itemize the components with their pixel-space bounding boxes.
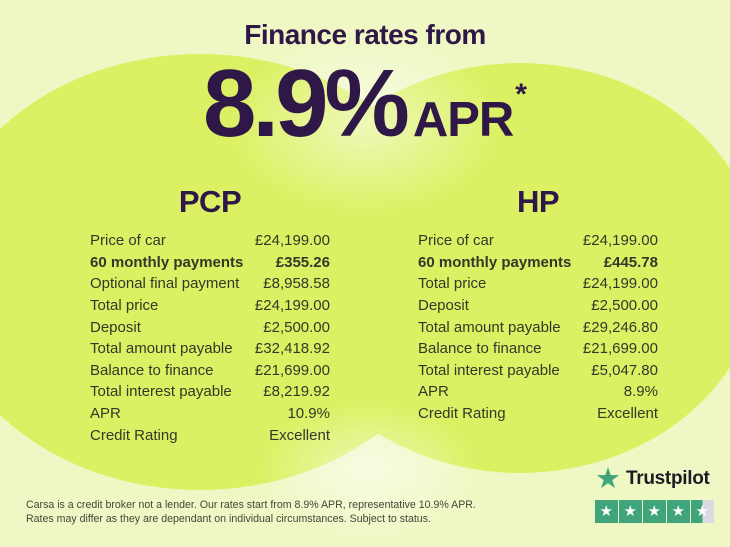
row-value: Excellent xyxy=(269,426,330,444)
row-label: Deposit xyxy=(90,318,141,336)
row-value: £24,199.00 xyxy=(254,297,330,315)
promo-title: Finance rates from xyxy=(244,19,486,50)
table-row: Credit Rating Excellent xyxy=(418,403,658,425)
row-label: Price of car xyxy=(418,232,494,250)
table-row: Price of car £24,199.00 xyxy=(90,230,330,252)
apr-rate: 8.9% xyxy=(203,50,410,157)
star-glyph: ★ xyxy=(671,502,685,520)
row-label: APR xyxy=(90,405,121,423)
table-rows-pcp: Price of car £24,199.00 60 monthly payment… xyxy=(90,230,330,446)
row-label: Optional final payment xyxy=(90,275,240,293)
table-row: Deposit £2,500.00 xyxy=(418,295,658,317)
row-value: £24,199.00 xyxy=(254,232,330,250)
rating-star-full: ★ xyxy=(595,500,618,523)
row-label: Balance to finance xyxy=(90,361,214,379)
row-label: Total amount payable xyxy=(418,318,561,336)
trustpilot-star-icon: ★ xyxy=(595,463,621,495)
row-label: Total price xyxy=(418,275,487,293)
table-row: 60 monthly payments £355.26 xyxy=(90,252,330,274)
row-value: £21,699.00 xyxy=(254,361,330,379)
table-row: Total price £24,199.00 xyxy=(418,273,658,295)
row-label: APR xyxy=(418,383,449,401)
table-row: Total price £24,199.00 xyxy=(90,295,330,317)
disclaimer-line-2: Rates may differ as they are dependant o… xyxy=(26,512,431,525)
star-glyph: ★ xyxy=(695,502,709,520)
table-title-pcp: PCP xyxy=(178,184,242,219)
row-value: £29,246.80 xyxy=(582,318,658,336)
star-glyph: ★ xyxy=(647,502,661,520)
row-label: Price of car xyxy=(90,232,166,250)
table-row: Total amount payable £32,418.92 xyxy=(90,338,330,360)
apr-label: APR xyxy=(412,93,514,147)
trustpilot-brand-text: Trustpilot xyxy=(626,468,710,489)
star-glyph: ★ xyxy=(599,502,613,520)
disclaimer: Carsa is a credit broker not a lender. O… xyxy=(26,499,476,527)
finance-table-hp: HP Price of car £24,199.00 60 monthly paym… xyxy=(418,184,658,424)
row-value: £8,219.92 xyxy=(263,383,330,401)
star-glyph: ★ xyxy=(623,502,637,520)
rating-star-full: ★ xyxy=(619,500,642,523)
row-label: Balance to finance xyxy=(418,340,542,358)
table-row: APR 8.9% xyxy=(418,381,658,403)
row-value: £8,958.58 xyxy=(263,275,330,293)
row-value: £445.78 xyxy=(603,253,658,271)
finance-table-pcp: PCP Price of car £24,199.00 60 monthly pay… xyxy=(90,184,330,446)
row-value: £2,500.00 xyxy=(591,297,658,315)
rating-star-full: ★ xyxy=(643,500,666,523)
rating-star-full: ★ xyxy=(667,500,690,523)
trustpilot-badge: ★ Trustpilot ★ ★ ★ ★ ★ xyxy=(595,463,715,523)
table-title-hp: HP xyxy=(516,184,560,219)
table-row: APR 10.9% xyxy=(90,403,330,425)
table-row: Price of car £24,199.00 xyxy=(418,230,658,252)
row-value: £24,199.00 xyxy=(582,232,658,250)
row-value: £355.26 xyxy=(275,253,330,271)
row-label: Total amount payable xyxy=(90,340,233,358)
row-label: Credit Rating xyxy=(418,405,506,423)
row-label: Total interest payable xyxy=(90,383,232,401)
table-row: Balance to finance £21,699.00 xyxy=(90,360,330,382)
apr-headline: 8.9% APR * xyxy=(0,56,730,152)
row-value: £24,199.00 xyxy=(582,275,658,293)
table-row: Deposit £2,500.00 xyxy=(90,316,330,338)
row-label: 60 monthly payments xyxy=(90,253,244,271)
row-value: £2,500.00 xyxy=(263,318,330,336)
row-label: Credit Rating xyxy=(90,426,178,444)
row-label: Total interest payable xyxy=(418,361,560,379)
row-label: 60 monthly payments xyxy=(418,253,572,271)
row-value: 10.9% xyxy=(287,405,330,423)
table-row: Credit Rating Excellent xyxy=(90,424,330,446)
row-value: £21,699.00 xyxy=(582,340,658,358)
row-value: £32,418.92 xyxy=(254,340,330,358)
table-rows-hp: Price of car £24,199.00 60 monthly payment… xyxy=(418,230,658,424)
trustpilot-rating-stars: ★ ★ ★ ★ ★ xyxy=(595,500,715,523)
table-row: Total amount payable £29,246.80 xyxy=(418,316,658,338)
table-row: Total interest payable £8,219.92 xyxy=(90,381,330,403)
rating-star-half: ★ xyxy=(691,500,714,523)
row-label: Deposit xyxy=(418,297,469,315)
table-row: 60 monthly payments £445.78 xyxy=(418,252,658,274)
trustpilot-wordmark: ★ Trustpilot xyxy=(595,463,715,495)
disclaimer-line-1: Carsa is a credit broker not a lender. O… xyxy=(26,499,476,511)
table-row: Optional final payment £8,958.58 xyxy=(90,273,330,295)
table-row: Total interest payable £5,047.80 xyxy=(418,360,658,382)
row-value: £5,047.80 xyxy=(591,361,658,379)
apr-asterisk: * xyxy=(515,78,527,111)
row-value: 8.9% xyxy=(623,383,658,401)
row-label: Total price xyxy=(90,297,159,315)
row-value: Excellent xyxy=(597,405,658,423)
table-row: Balance to finance £21,699.00 xyxy=(418,338,658,360)
